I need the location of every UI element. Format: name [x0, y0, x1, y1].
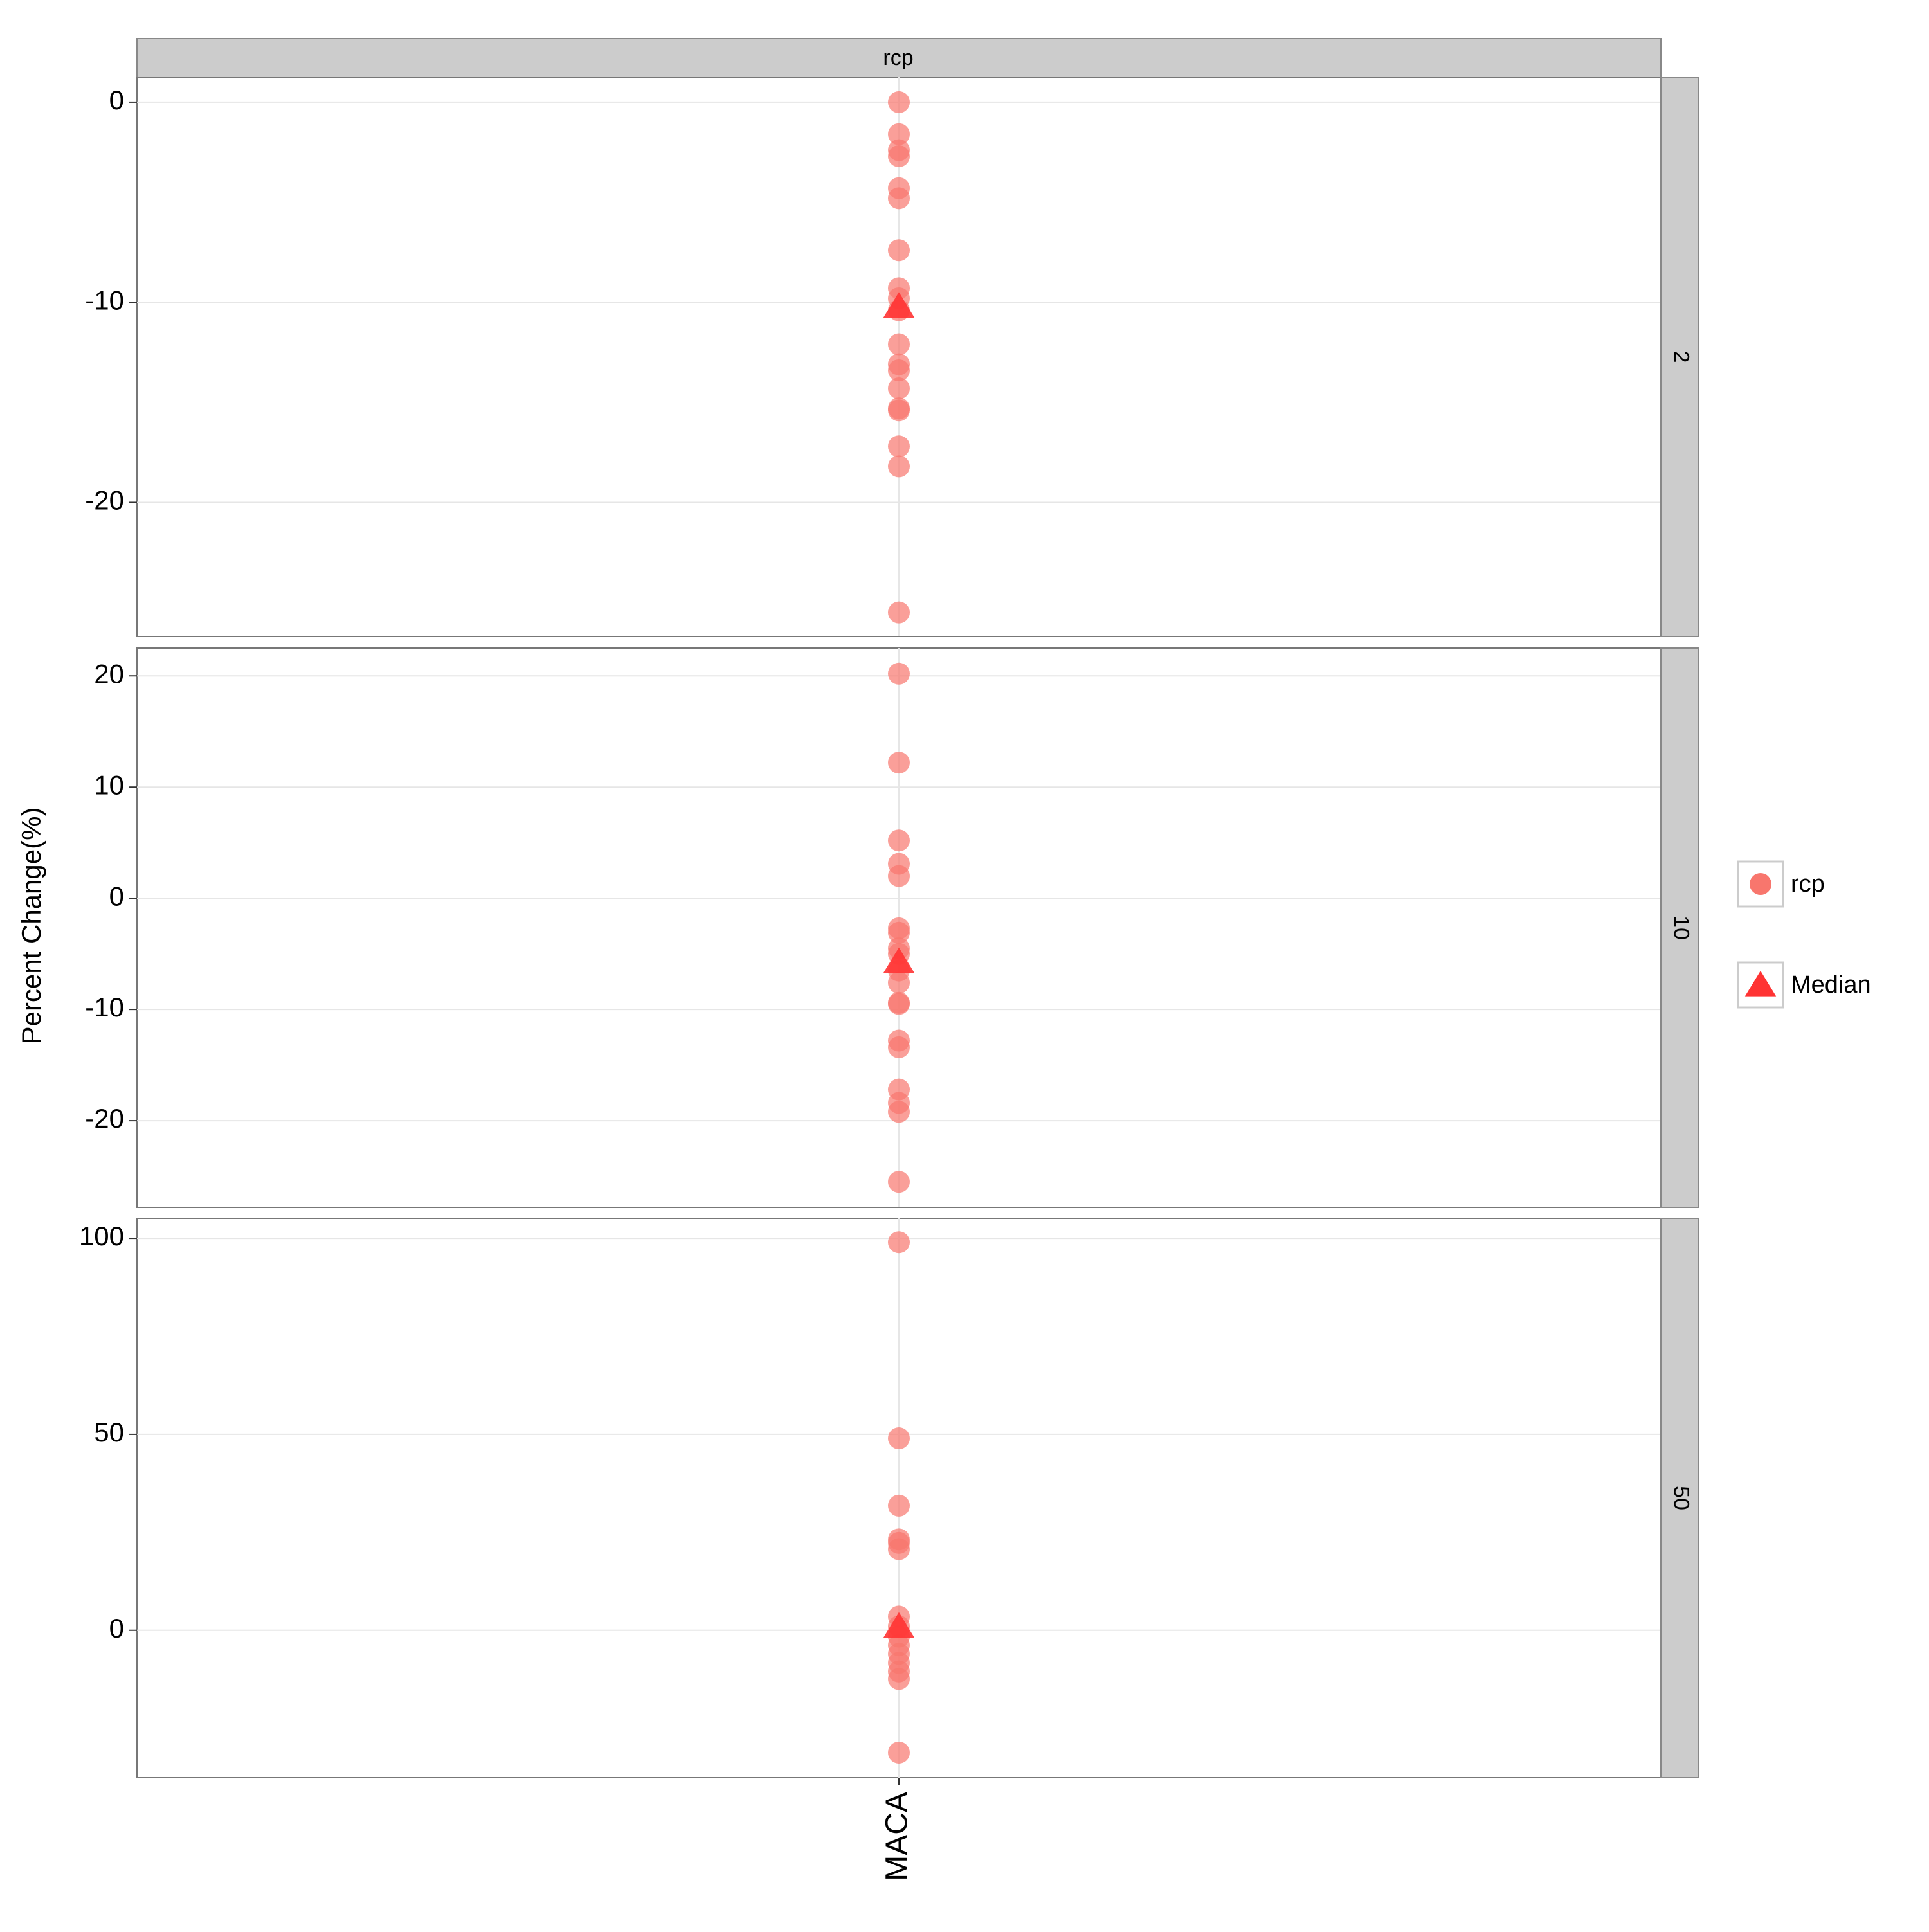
point	[888, 333, 910, 356]
y-tick-label: 0	[109, 1613, 124, 1643]
legend-symbol	[1750, 873, 1771, 895]
y-tick-label: -20	[85, 485, 124, 516]
median-marker	[883, 292, 915, 318]
y-tick-label: 100	[79, 1221, 124, 1251]
panel-strip	[1660, 1218, 1699, 1778]
point	[888, 1427, 910, 1450]
point	[888, 455, 910, 478]
point	[888, 91, 910, 113]
point	[888, 377, 910, 400]
point	[888, 435, 910, 458]
point	[888, 662, 910, 685]
point	[888, 993, 910, 1015]
legend-label: rcp	[1791, 871, 1825, 898]
legend-symbol	[1744, 971, 1777, 997]
x-tick-label: MACA	[880, 1792, 914, 1881]
point	[888, 187, 910, 210]
panel-label: 50	[1669, 1486, 1694, 1510]
y-tick-label: -10	[85, 992, 124, 1022]
point	[888, 1494, 910, 1517]
y-tick-label: 0	[109, 881, 124, 911]
y-tick-label: 10	[94, 770, 124, 800]
point	[888, 1668, 910, 1690]
y-tick-label: 50	[94, 1417, 124, 1447]
point	[888, 971, 910, 994]
point	[888, 359, 910, 382]
point	[888, 1171, 910, 1193]
strip-label: rcp	[883, 46, 913, 70]
panel-strip	[1660, 77, 1699, 637]
panel-label: 10	[1669, 916, 1694, 940]
median-marker	[883, 947, 915, 973]
y-tick-label: 0	[109, 85, 124, 115]
legend-label: Median	[1791, 971, 1871, 998]
point	[888, 1036, 910, 1058]
panel-label: 2	[1669, 351, 1694, 363]
y-tick-label: 20	[94, 658, 124, 689]
panel-strip	[1660, 647, 1699, 1208]
point	[888, 399, 910, 422]
point	[888, 145, 910, 167]
point	[888, 1741, 910, 1764]
median-marker	[883, 1612, 915, 1638]
point	[888, 1538, 910, 1560]
y-tick-label: -10	[85, 285, 124, 315]
point	[888, 123, 910, 145]
y-axis-label: Percent Change(%)	[16, 808, 46, 1045]
point	[888, 921, 910, 944]
point	[888, 829, 910, 852]
point	[888, 865, 910, 887]
point	[888, 601, 910, 624]
point	[888, 1231, 910, 1254]
point	[888, 1101, 910, 1123]
point	[888, 239, 910, 262]
point	[888, 752, 910, 774]
y-tick-label: -20	[85, 1103, 124, 1133]
top-strip	[136, 38, 1662, 78]
